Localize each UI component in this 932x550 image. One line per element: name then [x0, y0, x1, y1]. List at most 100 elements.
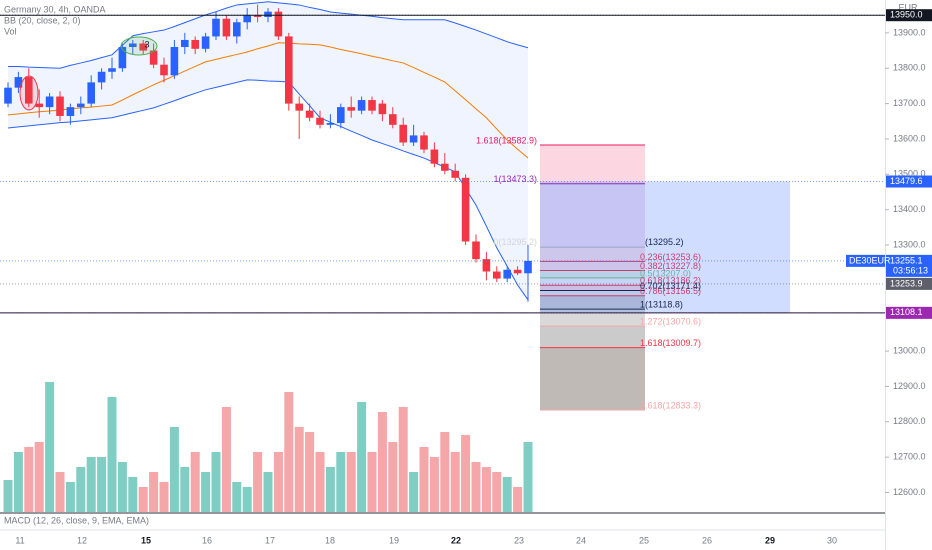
- volume-bar: [13, 452, 23, 512]
- volume-bar: [440, 432, 450, 512]
- annotation: 3: [144, 39, 149, 49]
- y-tick-label: 13600.0: [893, 133, 926, 143]
- y-tick-label: 13900.0: [893, 27, 926, 37]
- symbol-tag-label: DE30EUR: [849, 255, 891, 265]
- candle-body: [493, 271, 501, 279]
- volume-bar: [492, 472, 502, 512]
- fib-zone: [540, 183, 645, 247]
- fib-zone: [540, 261, 645, 271]
- fib-label: 0(13295.2): [640, 237, 684, 247]
- volume-bar: [284, 392, 294, 512]
- candle-body: [191, 39, 199, 49]
- volume-bar: [253, 452, 263, 512]
- candle-body: [108, 68, 116, 72]
- candle-body: [441, 163, 449, 171]
- volume-bar: [201, 472, 211, 512]
- fib-zone: [540, 270, 645, 278]
- volume-bar: [138, 487, 148, 512]
- candle-body: [160, 64, 168, 76]
- candle-body: [274, 11, 283, 37]
- price-tag: [886, 306, 932, 319]
- candle-body: [409, 135, 418, 143]
- y-tick-label: 13300.0: [893, 239, 926, 249]
- volume-bar: [190, 452, 200, 512]
- x-tick-label: 12: [77, 535, 87, 545]
- bb-line: [7, 42, 529, 159]
- y-tick-label: 12900.0: [893, 381, 926, 391]
- x-tick-label: 11: [15, 535, 24, 545]
- candle-body: [181, 39, 189, 48]
- candle-body: [77, 103, 85, 108]
- candle-body: [97, 71, 106, 83]
- candle-body: [368, 100, 376, 111]
- x-tick-label: 30: [827, 535, 837, 545]
- candle-body: [472, 241, 480, 260]
- price-tag-label: 13950.0: [890, 10, 923, 20]
- fib-label: 0.236(13253.6): [640, 252, 701, 262]
- fib-zone: [540, 285, 645, 291]
- fib-label: 0.5(13207.0): [640, 268, 691, 278]
- volume-bar: [221, 407, 231, 512]
- x-tick-label: 25: [639, 535, 649, 545]
- volume-bar: [97, 457, 107, 512]
- candle-body: [524, 260, 532, 274]
- volume-bar: [45, 382, 55, 512]
- candle-body: [513, 269, 522, 274]
- candle-body: [139, 43, 147, 51]
- volume-bar: [242, 487, 252, 512]
- candle-body: [264, 11, 272, 17]
- volume-bar: [398, 407, 408, 512]
- volume-bar: [128, 477, 138, 512]
- x-tick-label: 24: [576, 535, 586, 545]
- candle-body: [222, 18, 231, 37]
- y-tick-label: 13500.0: [893, 169, 926, 179]
- volume-bar: [523, 442, 533, 512]
- price-tag-label: 13253.9: [890, 278, 923, 288]
- volume-bar: [325, 467, 335, 512]
- x-tick-label: 22: [451, 535, 461, 545]
- candle-body: [503, 269, 511, 279]
- fib-label: 1(13118.8): [640, 299, 683, 309]
- bb-line: [8, 1, 529, 69]
- fib-zone: [540, 290, 645, 296]
- currency: EUR: [898, 2, 918, 12]
- volume-bar: [388, 442, 398, 512]
- fib-zone: [540, 295, 645, 310]
- candle-body: [149, 50, 158, 65]
- x-tick-label: 17: [265, 535, 275, 545]
- highlight-ellipse: [19, 75, 39, 111]
- volume-bar: [76, 467, 86, 512]
- x-tick-label: 19: [389, 535, 399, 545]
- x-tick-label: 15: [141, 535, 151, 545]
- volume-bar: [55, 472, 65, 512]
- volume-bar: [169, 427, 179, 512]
- volume-bar: [315, 452, 325, 512]
- volume-bar: [65, 482, 75, 512]
- candle-body: [389, 114, 397, 125]
- countdown: 03:56:13: [893, 265, 928, 275]
- volume-bar: [336, 452, 346, 512]
- plot: 0(13295.2)0.236(13253.6)0.382(13227.8)0.…: [0, 1, 885, 512]
- position-box: [540, 181, 790, 313]
- candle-body: [430, 149, 439, 164]
- candle-body: [451, 170, 459, 178]
- y-tick-label: 13800.0: [893, 63, 926, 73]
- fib-label: 0.786(13156.5): [640, 286, 701, 296]
- y-tick-label: 12600.0: [893, 487, 926, 497]
- x-tick-label: 29: [765, 535, 775, 545]
- fib-label: 1(13473.3): [493, 174, 537, 184]
- candle-body: [461, 177, 470, 242]
- y-tick-label: 13000.0: [893, 345, 926, 355]
- volume-bar: [273, 452, 283, 512]
- volume-bar: [409, 472, 419, 512]
- volume-bar: [107, 397, 117, 512]
- price-tag: [886, 254, 932, 277]
- candle-body: [347, 107, 355, 111]
- volume-bar: [419, 447, 429, 512]
- price-tag-label: 13255.1: [890, 255, 923, 265]
- volume-bar: [34, 442, 44, 512]
- price-tag: [886, 9, 932, 22]
- volume-bar: [481, 467, 491, 512]
- fib-zone: [540, 326, 645, 348]
